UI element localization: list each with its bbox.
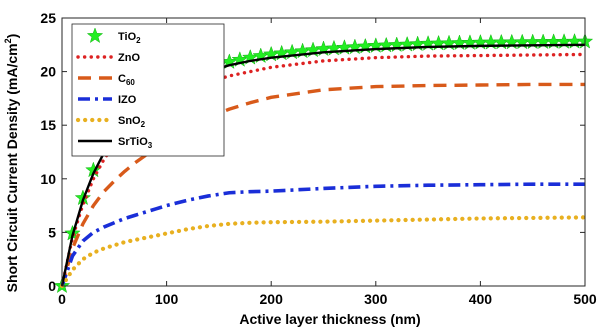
axes-box [61, 17, 586, 287]
y-axis-label-sup: 2 [3, 38, 13, 43]
legend-box [71, 23, 225, 157]
y-tick-label: 5 [48, 224, 56, 240]
y-axis-label: Short Circuit Current Density (mA/cm2) [3, 34, 20, 293]
y-tick-label: 25 [40, 10, 56, 26]
legend-label-sub: 2 [136, 36, 141, 45]
legend-label-main: ZnO [118, 52, 140, 64]
legend-label-sub: 3 [148, 141, 153, 150]
legend-label-sub: 2 [141, 120, 146, 129]
x-tick-label: 500 [573, 291, 597, 307]
legend-label: TiO2 [118, 31, 141, 45]
y-tick-label: 15 [40, 117, 56, 133]
legend-label: SnO2 [118, 115, 146, 129]
y-tick-label: 0 [48, 278, 56, 294]
series-3 [60, 182, 585, 287]
series-line [60, 182, 585, 287]
legend-label: C60 [118, 73, 135, 87]
legend-label-sub: 60 [126, 78, 135, 87]
legend-label-main: IZO [118, 94, 137, 106]
x-tick-label: 400 [469, 291, 493, 307]
legend-marker [86, 27, 104, 44]
x-tick-label: 100 [155, 291, 179, 307]
legend-label-main: SnO [118, 115, 141, 127]
x-axis-label: Active layer thickness (nm) [239, 311, 420, 327]
legend-label-main: SrTiO [118, 136, 148, 148]
axes-layer: 0 100 200 300 400 500 0 5 10 15 20 25 [40, 10, 596, 307]
y-tick-label: 10 [40, 171, 56, 187]
y-tick-label: 20 [40, 64, 56, 80]
series-4 [59, 215, 588, 289]
legend-label-main: TiO [118, 31, 137, 43]
y-axis-label-main: Short Circuit Current Density (mA/cm [4, 43, 20, 292]
x-tick-label: 200 [260, 291, 284, 307]
x-tick-label: 300 [364, 291, 388, 307]
legend-label: IZO [118, 94, 137, 106]
legend-label: SrTiO3 [118, 136, 153, 150]
series-line [59, 215, 588, 289]
legend-label-main: C [118, 73, 126, 85]
legend-label: ZnO [118, 52, 140, 64]
x-tick-label: 0 [58, 291, 66, 307]
y-axis-label-end: ) [4, 34, 20, 39]
